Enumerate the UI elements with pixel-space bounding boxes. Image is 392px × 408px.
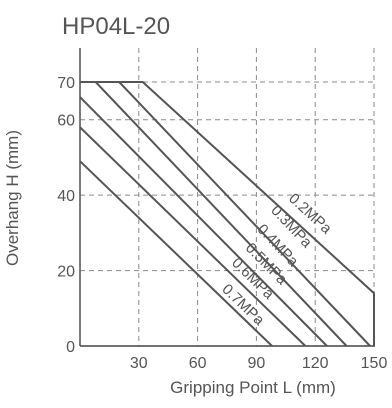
x-tick-label: 150 — [361, 355, 388, 372]
series-line — [80, 81, 375, 346]
x-tick-label: 30 — [130, 355, 148, 372]
chart-title: HP04L-20 — [62, 13, 170, 40]
x-tick-label: 60 — [189, 355, 207, 372]
y-tick-label: 0 — [66, 339, 75, 356]
y-tick-label: 20 — [57, 264, 75, 281]
series-line — [79, 126, 307, 347]
grid — [80, 48, 375, 346]
x-tick-label: 120 — [302, 355, 329, 372]
x-tick-label: 90 — [248, 355, 266, 372]
y-tick-label: 70 — [57, 75, 75, 92]
x-axis-label: Gripping Point L (mm) — [170, 378, 336, 397]
series-line — [80, 81, 371, 347]
y-tick-label: 60 — [57, 113, 75, 130]
series-line — [79, 160, 273, 347]
series-lines — [79, 81, 375, 347]
y-tick-label: 40 — [57, 188, 75, 205]
y-axis-label: Overhang H (mm) — [3, 130, 22, 266]
tick-labels: 30 60 90 120 150 0 20 40 60 70 — [57, 75, 387, 372]
series-line — [79, 96, 328, 347]
series-line — [80, 81, 348, 347]
